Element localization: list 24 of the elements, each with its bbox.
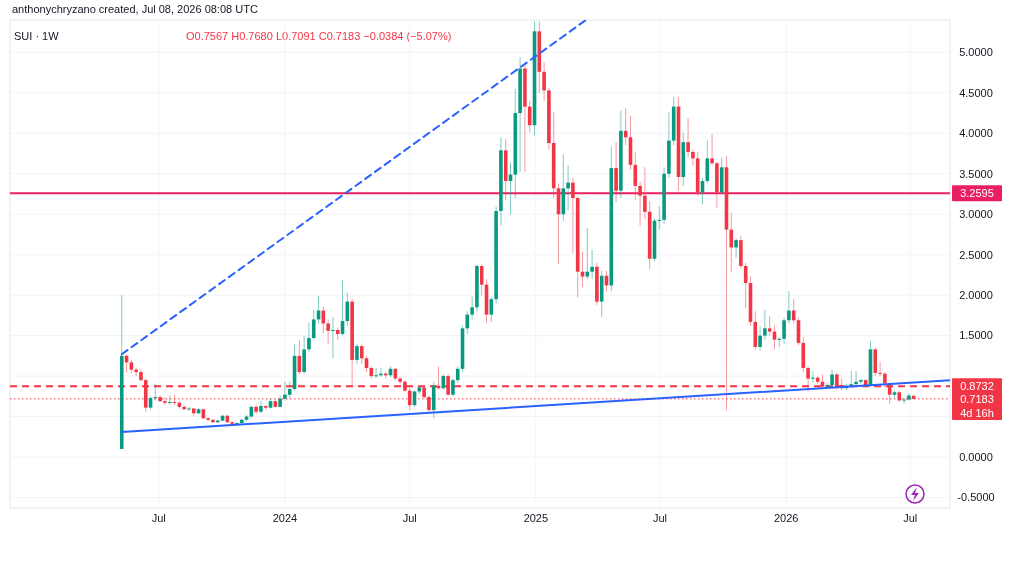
y-tick-label: 0.0000 bbox=[959, 450, 993, 463]
y-tick-label: 2.0000 bbox=[959, 289, 993, 302]
ref-line-label: 3.2595 bbox=[960, 187, 994, 200]
x-tick-label: Jul bbox=[151, 512, 166, 524]
text: anthonychryzano created, Jul 08, 2026 08:08 UTC bbox=[12, 3, 258, 15]
x-tick-label: 2026 bbox=[773, 512, 799, 524]
y-tick-label: 5.0000 bbox=[959, 46, 993, 59]
x-tick-label: Jul bbox=[652, 512, 668, 524]
text: 4d 16h bbox=[960, 406, 994, 419]
x-tick-label: Jul bbox=[903, 512, 918, 524]
x-tick-label: 2024 bbox=[272, 512, 298, 524]
y-tick-label: 1.5000 bbox=[959, 329, 993, 342]
y-tick-label: 2.5000 bbox=[959, 248, 993, 261]
annotation: O0.7567 H0.7680 L0.7091 C0.7183 −0.0384 (−5.07%) bbox=[186, 30, 452, 42]
y-tick-label: 3.5000 bbox=[959, 167, 993, 180]
y-tick-label: -0.5000 bbox=[957, 491, 995, 504]
y-tick-label: 3.0000 bbox=[959, 208, 993, 221]
y-tick-label: 4.0000 bbox=[959, 127, 993, 140]
x-tick-label: Jul bbox=[402, 512, 417, 524]
ref-line-label: 0.8732 bbox=[960, 380, 994, 393]
x-tick-label: 2025 bbox=[523, 512, 549, 524]
y-tick-label: 4.5000 bbox=[959, 86, 993, 99]
ref-line-label: 0.7183 bbox=[960, 392, 994, 405]
text: SUI · 1W bbox=[14, 30, 60, 42]
